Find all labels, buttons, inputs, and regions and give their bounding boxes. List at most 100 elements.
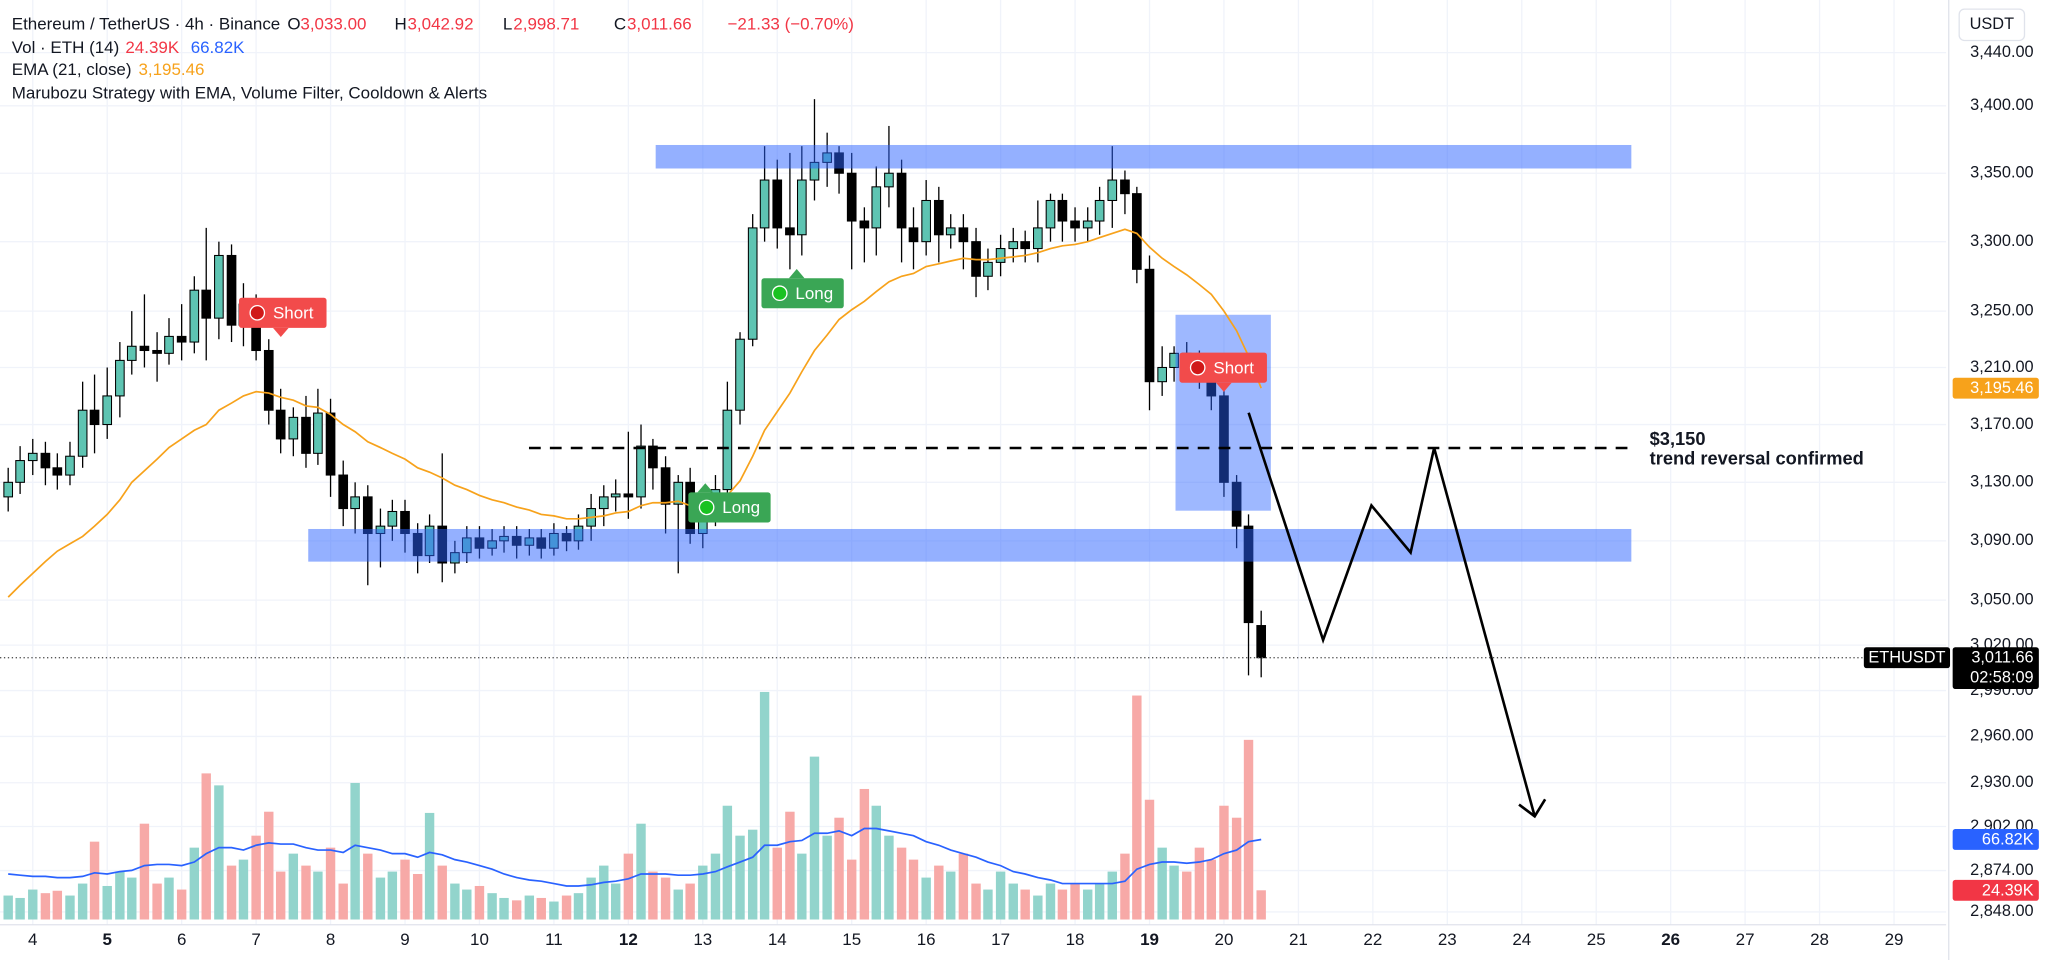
x-tick-label: 20 bbox=[1215, 930, 1234, 949]
candle-body bbox=[660, 467, 671, 505]
y-tick-label: 3,350.00 bbox=[1970, 164, 2034, 182]
volume-bar bbox=[338, 883, 348, 920]
candle-body bbox=[226, 254, 237, 326]
ohlc-value: 2,998.71 bbox=[513, 14, 579, 33]
candle-body bbox=[995, 248, 1006, 263]
ohlc-key: C bbox=[614, 14, 626, 33]
candle-body bbox=[89, 409, 100, 426]
signal-label: Short bbox=[273, 304, 314, 323]
volume-bar bbox=[65, 895, 75, 920]
candle-body bbox=[859, 220, 870, 229]
volume-bar bbox=[1008, 883, 1018, 920]
x-tick-label: 12 bbox=[619, 930, 638, 949]
x-tick-label: 13 bbox=[693, 930, 712, 949]
strategy-name: Marubozu Strategy with EMA, Volume Filte… bbox=[12, 84, 487, 103]
candle-body bbox=[598, 496, 609, 510]
signal-pointer bbox=[697, 483, 714, 493]
candle-body bbox=[3, 481, 14, 498]
volume-bar bbox=[176, 889, 187, 920]
volume-bar bbox=[1243, 739, 1254, 920]
volume-bar bbox=[971, 883, 981, 920]
candle-body bbox=[152, 349, 162, 354]
y-tick-label: 3,440.00 bbox=[1970, 43, 2034, 61]
candle-body bbox=[263, 349, 274, 411]
x-tick-label: 28 bbox=[1810, 930, 1829, 949]
volume-bar bbox=[536, 897, 546, 920]
volume-bar bbox=[722, 805, 733, 920]
volume-bar bbox=[1157, 847, 1167, 920]
volume-bar bbox=[1169, 865, 1179, 920]
volume-bar bbox=[264, 811, 274, 920]
currency[interactable]: USDT bbox=[1970, 15, 2014, 33]
signal-box bbox=[1179, 352, 1267, 383]
ohlc-key: H bbox=[394, 14, 406, 33]
volume-bar bbox=[424, 812, 435, 920]
signal-pointer bbox=[1216, 382, 1232, 392]
y-tick-label: 3,090.00 bbox=[1970, 531, 2034, 549]
candle-body bbox=[1144, 268, 1155, 383]
x-tick-label: 16 bbox=[917, 930, 936, 949]
volume-bar bbox=[288, 853, 299, 920]
candle-body bbox=[1008, 241, 1019, 250]
volume-bar bbox=[152, 883, 162, 920]
candle-body bbox=[350, 496, 360, 510]
ohlc-key: L bbox=[503, 14, 512, 33]
candle-body bbox=[288, 416, 299, 440]
volume-bar bbox=[238, 859, 249, 920]
annotation: $3,150 bbox=[1650, 428, 1706, 449]
volume-bar bbox=[375, 877, 386, 920]
volume-bar bbox=[896, 847, 907, 920]
volume-bar bbox=[1045, 883, 1056, 920]
volume-bar bbox=[1083, 889, 1093, 920]
candle-body bbox=[772, 179, 783, 229]
candle-body bbox=[747, 227, 758, 340]
x-tick-label: 29 bbox=[1885, 930, 1904, 949]
volume-bar bbox=[450, 883, 460, 920]
volume-bar bbox=[586, 877, 596, 920]
volume-bar bbox=[623, 853, 634, 920]
currency-box[interactable] bbox=[1958, 8, 2026, 42]
candle-body bbox=[214, 254, 224, 319]
volume-bar bbox=[934, 865, 944, 920]
candle-body bbox=[933, 199, 944, 236]
volume-bar bbox=[1194, 847, 1205, 920]
signal-label: Long bbox=[722, 498, 760, 517]
x-tick-label: 10 bbox=[470, 930, 489, 949]
candle-body bbox=[623, 493, 634, 498]
candle-body bbox=[759, 179, 770, 229]
volume-bar bbox=[189, 847, 200, 920]
volume-bar bbox=[834, 817, 844, 920]
signal-pointer bbox=[788, 269, 805, 279]
volume-bar bbox=[921, 877, 931, 920]
indicator-value: 66.82K bbox=[191, 38, 245, 57]
volume-bar bbox=[511, 900, 522, 920]
signals: Short Long Long Short bbox=[239, 269, 1267, 523]
volume-bar bbox=[437, 865, 447, 920]
candle-body bbox=[648, 445, 658, 469]
volume-label: 24.39K bbox=[1982, 881, 2034, 899]
volume-bar bbox=[28, 889, 38, 920]
candle-body bbox=[1243, 525, 1254, 624]
signal-pointer bbox=[272, 327, 289, 337]
candle-body bbox=[958, 227, 969, 243]
volume-bar bbox=[1094, 883, 1105, 920]
volume-bar bbox=[1132, 695, 1142, 920]
projection-path bbox=[1247, 412, 1536, 817]
volume-bar bbox=[487, 893, 497, 920]
volume-bar bbox=[859, 788, 870, 920]
volume-bar bbox=[809, 756, 820, 920]
candle-body bbox=[921, 199, 931, 243]
candle-body bbox=[673, 481, 684, 505]
volume-bar bbox=[599, 865, 609, 920]
candle-body bbox=[1157, 366, 1167, 383]
volume-bar bbox=[847, 859, 857, 920]
y-tick-label: 2,874.00 bbox=[1970, 861, 2034, 879]
axes: 4 5 6 7 8 9 10 11 12 13 14 15 16 17 18 19 20 21 22 23 24 25 26… bbox=[0, 43, 2039, 949]
candle-body bbox=[1219, 395, 1229, 483]
last-price-box bbox=[1952, 647, 2039, 690]
candle-body bbox=[362, 496, 373, 535]
y-tick-label: 2,848.00 bbox=[1970, 902, 2034, 920]
candle-body bbox=[1094, 199, 1105, 222]
support-zone bbox=[308, 528, 1632, 562]
